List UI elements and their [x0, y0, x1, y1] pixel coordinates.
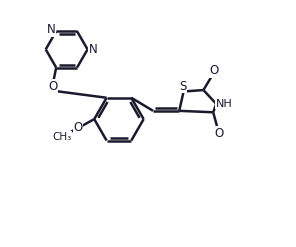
Text: N: N: [89, 43, 97, 56]
Text: O: O: [49, 80, 58, 93]
Text: O: O: [74, 121, 83, 134]
Text: CH₃: CH₃: [53, 132, 72, 142]
Text: N: N: [46, 23, 55, 36]
Text: O: O: [209, 64, 218, 77]
Text: S: S: [179, 80, 186, 93]
Text: O: O: [214, 127, 224, 140]
Text: NH: NH: [216, 99, 233, 109]
